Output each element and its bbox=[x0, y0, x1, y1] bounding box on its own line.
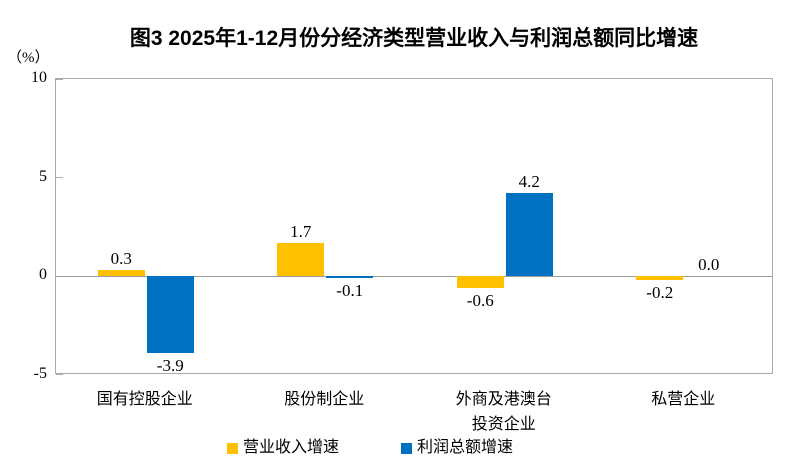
y-tick-label: 5 bbox=[39, 167, 47, 185]
bar-value-label: -0.2 bbox=[646, 283, 674, 303]
bar-value-label: -0.1 bbox=[336, 281, 364, 301]
legend-item: 利润总额增速 bbox=[401, 439, 513, 457]
bar-value-label: -3.9 bbox=[156, 356, 184, 376]
bar-value-label: 1.7 bbox=[290, 221, 312, 241]
y-tick-mark bbox=[56, 177, 63, 179]
legend-swatch-icon bbox=[226, 442, 238, 454]
x-category-label: 股份制企业 bbox=[284, 391, 365, 408]
y-tick-label: 10 bbox=[31, 69, 47, 86]
bar-revenue-growth bbox=[636, 276, 684, 281]
legend-swatch-icon bbox=[401, 442, 412, 454]
plot-area: 0.3 -3.9 1.7 -0.1 -0.6 4.2 -0.2 0.0 bbox=[55, 78, 773, 376]
legend: 营业收入增速 利润总额增速 bbox=[0, 439, 800, 457]
bar-value-label: -0.6 bbox=[466, 291, 494, 311]
legend-item: 营业收入增速 bbox=[226, 439, 339, 457]
bar-value-label: 0.0 bbox=[698, 255, 720, 275]
y-tick-label: -5 bbox=[33, 365, 47, 382]
y-tick-mark bbox=[56, 374, 63, 375]
chart-title: 图3 2025年1-12月份分经济类型营业收入与利润总额同比增速 bbox=[129, 27, 699, 50]
bar-value-label: 4.2 bbox=[518, 172, 540, 192]
y-tick-mark bbox=[56, 79, 63, 80]
bar-profit-growth bbox=[326, 276, 374, 279]
x-category-label: 私营企业 bbox=[651, 391, 716, 408]
legend-label: 营业收入增速 bbox=[242, 439, 339, 456]
zero-baseline bbox=[56, 275, 772, 277]
x-category-label: 国有控股企业 bbox=[96, 391, 193, 408]
y-axis-unit-label: （%） bbox=[7, 50, 50, 66]
y-tick-label: 0 bbox=[39, 266, 47, 284]
bar-revenue-growth bbox=[277, 242, 325, 277]
bar-revenue-growth bbox=[97, 270, 145, 277]
bar-revenue-growth bbox=[456, 276, 504, 289]
bar-profit-growth bbox=[505, 193, 553, 277]
bar-profit-growth bbox=[146, 276, 194, 354]
x-category-label: 外商及港澳台 投资企业 bbox=[455, 391, 552, 433]
legend-label: 利润总额增速 bbox=[417, 439, 514, 456]
bar-value-label: 0.3 bbox=[110, 249, 132, 269]
